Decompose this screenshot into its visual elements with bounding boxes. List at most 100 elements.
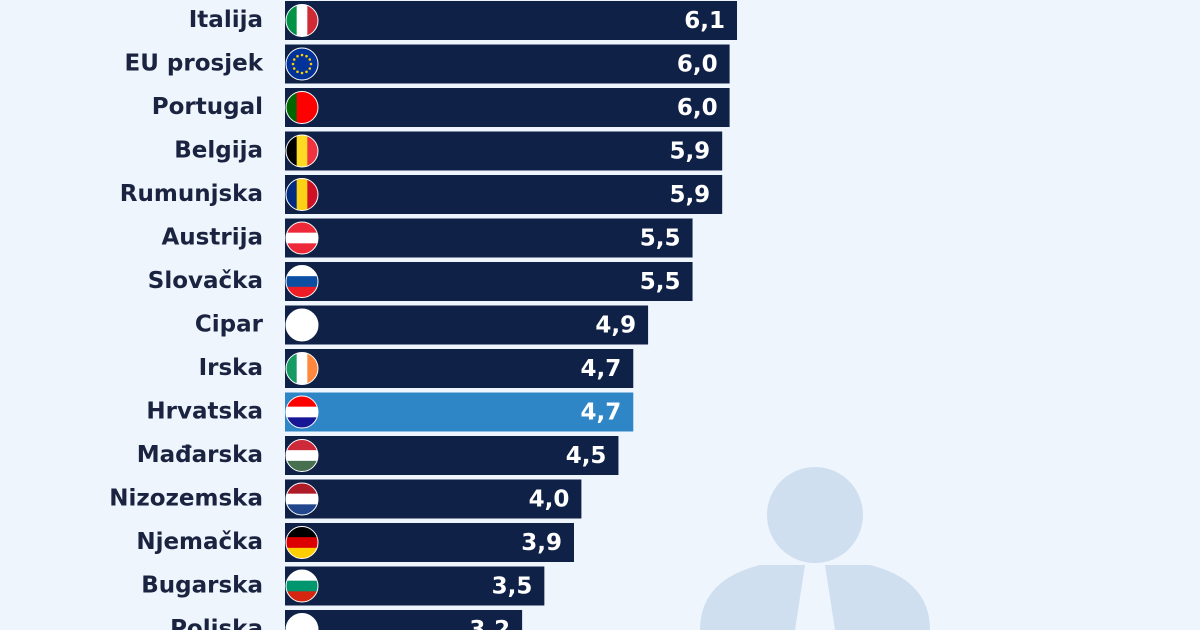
flag-star [305,70,308,74]
category-label: Bugarska [141,573,263,599]
flag [286,91,318,124]
bar [285,305,649,345]
category-label: EU prosjek [125,51,264,77]
flag-border [285,4,319,37]
flag [286,570,318,602]
flag-stripe [286,537,318,549]
flag-stripe [286,450,318,462]
flag [286,265,318,298]
flag-stripe [286,222,318,234]
category-label: Austrija [162,225,264,251]
category-label: Cipar [195,312,264,338]
flag-star [296,54,299,58]
bar [285,88,730,127]
flag-stripe [286,309,318,321]
flag-stripe [286,396,318,408]
category-label: Nizozemska [109,486,263,512]
category-label: Rumunjska [120,181,263,207]
flag-stripe [307,178,318,211]
flag [286,439,318,472]
category-label: Mađarska [137,442,263,468]
bar [285,523,574,562]
flag [286,4,318,37]
flag [286,135,318,167]
flag-star [296,70,299,74]
bar [285,436,619,475]
bar [285,566,545,606]
flag-stripe [296,352,308,385]
flag-stripe [286,319,318,331]
flag-stripe [296,4,308,37]
flag-star [305,54,308,58]
flag-stripe [286,232,318,244]
flag-star [292,67,296,70]
value-label: 4,9 [595,313,636,339]
flag-stripe [296,135,308,167]
flag-stripe [286,613,318,625]
flag-border [285,352,319,385]
flag-stripe [286,178,298,211]
flag [286,48,318,80]
flag [286,396,318,428]
flag-field [286,48,318,80]
flag-border [285,47,319,81]
value-label: 5,9 [669,139,710,165]
flag-stripe [286,352,298,385]
category-label: Hrvatska [146,399,263,425]
flag-stripe [286,439,318,451]
value-label: 3,5 [492,574,533,600]
flag [286,178,318,211]
flag-stripe [286,460,318,472]
flag-border [285,221,319,255]
bar [285,610,523,630]
bar [285,218,693,258]
flag-stripe [286,286,318,298]
value-label: 5,5 [640,226,681,252]
flag-border [285,265,319,298]
flag-star [300,71,304,75]
flag-star [308,67,312,70]
category-label: Portugal [152,94,263,120]
flag-border [285,134,319,168]
category-label: Irska [199,355,263,381]
category-label: Belgija [174,138,263,164]
value-label: 4,0 [529,487,570,513]
flag-stripe [286,91,298,124]
flag-stripe [296,178,308,211]
bar [285,44,730,84]
flag [286,309,318,341]
flag [286,483,318,515]
flag-stripe [286,624,318,630]
flag-star [308,58,312,61]
value-label: 3,2 [469,617,510,630]
flag-stripe [286,483,318,495]
value-label: 5,9 [669,182,710,208]
flag-border [285,178,319,211]
category-label: Njemačka [136,529,263,555]
flag-stripe [286,493,318,505]
flag-stripe [296,91,308,124]
flag-stripe [286,243,318,254]
flag-stripe [307,352,318,385]
category-label: Poljska [170,616,263,630]
value-label: 4,5 [566,443,607,469]
flag-stripe [286,406,318,418]
flag-stripe [286,330,318,341]
flag [286,526,318,559]
flag-border [285,482,319,516]
bar [285,479,582,519]
flag [286,352,318,385]
flag-stripe [286,526,318,538]
flag-star [309,62,313,66]
flag-stripe [286,580,318,592]
flag-star [292,58,296,61]
flag [286,222,318,254]
flag-border [285,308,319,342]
flag-border [285,91,319,124]
bar [285,131,723,171]
flag-border [285,569,319,603]
bar [285,262,693,301]
flag-stripe [286,547,318,559]
flag-stripe [286,4,298,37]
